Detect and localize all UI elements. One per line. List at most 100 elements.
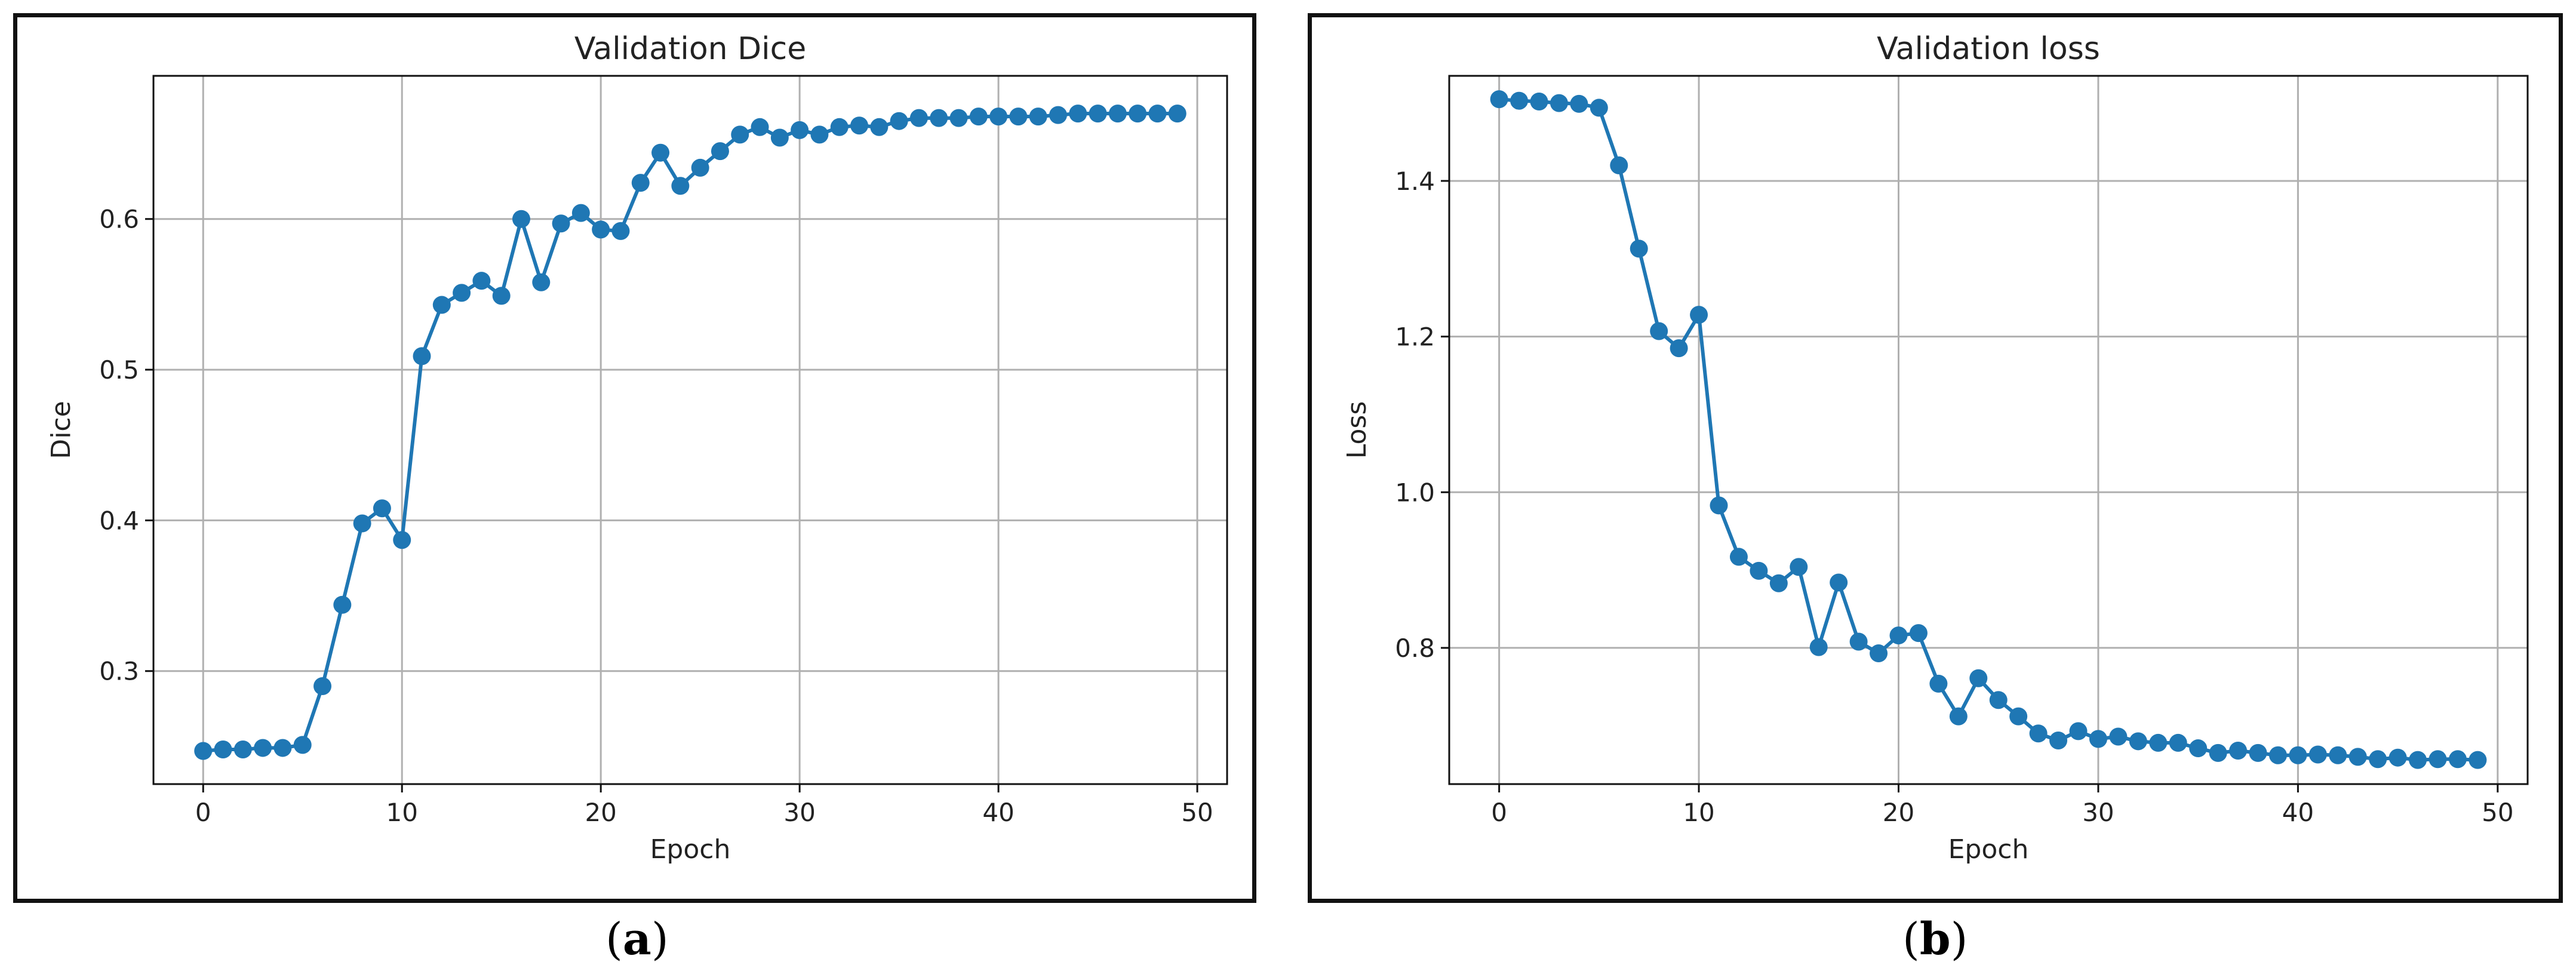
chart-title: Validation Dice	[574, 31, 806, 67]
y-tick-label: 0.5	[99, 355, 139, 385]
data-point	[870, 118, 889, 136]
data-point	[691, 158, 709, 177]
y-axis-label: Loss	[1342, 401, 1372, 459]
data-point	[651, 143, 670, 162]
data-point	[1989, 691, 2008, 709]
validation-dice-chart: 0 10 20 30 40 50 0.3 0.4 0.5 0.6 Validation Dice Ep…	[46, 31, 1228, 865]
data-point	[1610, 156, 1628, 174]
data-point	[810, 125, 829, 144]
data-point	[1129, 105, 1147, 123]
data-point	[2289, 746, 2307, 764]
data-point	[2189, 739, 2208, 758]
data-point	[2268, 746, 2287, 764]
series-line	[202, 112, 1178, 753]
data-point	[432, 296, 451, 314]
data-point	[1969, 669, 1988, 687]
data-point	[273, 739, 292, 757]
x-axis-label: Epoch	[1948, 834, 2029, 865]
data-point	[2149, 733, 2168, 752]
x-tick-label: 50	[2482, 798, 2513, 827]
data-point	[293, 736, 312, 754]
data-point	[2029, 724, 2048, 743]
data-point	[1809, 638, 1828, 656]
data-point	[1849, 632, 1868, 651]
data-point	[1929, 674, 1948, 693]
data-point	[2369, 750, 2387, 769]
data-point	[2429, 750, 2447, 769]
data-point	[254, 739, 272, 757]
data-point	[1909, 624, 1928, 643]
data-point	[791, 121, 809, 139]
data-point	[2129, 732, 2147, 751]
data-point	[1510, 91, 1529, 110]
data-point	[413, 347, 431, 365]
x-tick-label: 10	[386, 798, 417, 827]
data-point	[233, 740, 252, 758]
data-point	[2089, 730, 2107, 748]
data-point	[2109, 727, 2128, 746]
x-tick-label: 10	[1683, 798, 1714, 827]
data-point	[592, 220, 610, 239]
plot-frame	[152, 75, 1228, 785]
data-point	[989, 107, 1008, 126]
y-tick-label: 1.0	[1395, 478, 1435, 507]
data-point	[1830, 573, 1848, 592]
data-point	[1949, 707, 1968, 726]
data-point	[2308, 745, 2327, 764]
data-point	[194, 742, 213, 760]
data-point	[1069, 105, 1087, 123]
x-tick-label: 40	[2282, 798, 2314, 827]
x-tick-label: 30	[2082, 798, 2114, 827]
data-point	[2209, 743, 2227, 762]
plot-frame	[1448, 75, 2529, 785]
data-point	[1729, 548, 1748, 566]
data-point	[1590, 99, 1608, 117]
y-tick-label: 0.8	[1395, 634, 1435, 663]
caption-a-close: )	[651, 914, 669, 965]
data-point	[909, 109, 928, 127]
data-point	[2409, 751, 2427, 769]
data-point	[770, 128, 789, 147]
data-point	[512, 210, 530, 228]
data-point	[333, 595, 352, 614]
data-point	[2448, 750, 2467, 769]
data-point	[2229, 741, 2248, 760]
x-tick-label: 50	[1181, 798, 1213, 827]
data-point	[214, 740, 232, 758]
data-point	[453, 284, 471, 302]
data-point	[2069, 722, 2088, 740]
x-tick-label: 20	[1883, 798, 1914, 827]
data-point	[353, 514, 371, 533]
y-tick-label: 0.4	[99, 506, 139, 535]
x-axis-label: Epoch	[650, 834, 731, 865]
validation-loss-chart: 0 10 20 30 40 50 0.8 1.0 1.2 1.4 Validation loss Ep…	[1342, 31, 2529, 865]
data-point	[1750, 561, 1768, 580]
data-point	[1570, 94, 1588, 113]
data-point	[313, 677, 332, 695]
data-point	[969, 107, 988, 126]
data-point	[492, 287, 511, 305]
chart-title: Validation loss	[1877, 31, 2100, 67]
x-tick-label: 0	[195, 798, 211, 827]
data-point	[1790, 558, 1808, 576]
panel-b: 0 10 20 30 40 50 0.8 1.0 1.2 1.4 Validation loss Ep…	[1308, 13, 2563, 903]
data-point	[2469, 751, 2487, 769]
caption-a-letter: a	[622, 914, 651, 965]
x-tick-label: 0	[1491, 798, 1507, 827]
data-point	[1148, 105, 1167, 123]
data-point	[1550, 94, 1568, 112]
y-tick-label: 0.6	[99, 205, 139, 234]
data-point	[1049, 106, 1067, 124]
data-point	[1490, 90, 1508, 109]
data-point	[2389, 748, 2407, 767]
data-point	[2249, 743, 2267, 762]
caption-b: (b)	[1902, 914, 1968, 965]
data-point	[2009, 707, 2028, 726]
x-tick-label: 30	[783, 798, 815, 827]
data-point	[1108, 105, 1127, 123]
data-point	[1670, 339, 1688, 358]
y-axis-label: Dice	[46, 401, 76, 459]
data-point	[552, 214, 570, 233]
data-point	[830, 118, 849, 136]
caption-a: (a)	[605, 914, 669, 965]
